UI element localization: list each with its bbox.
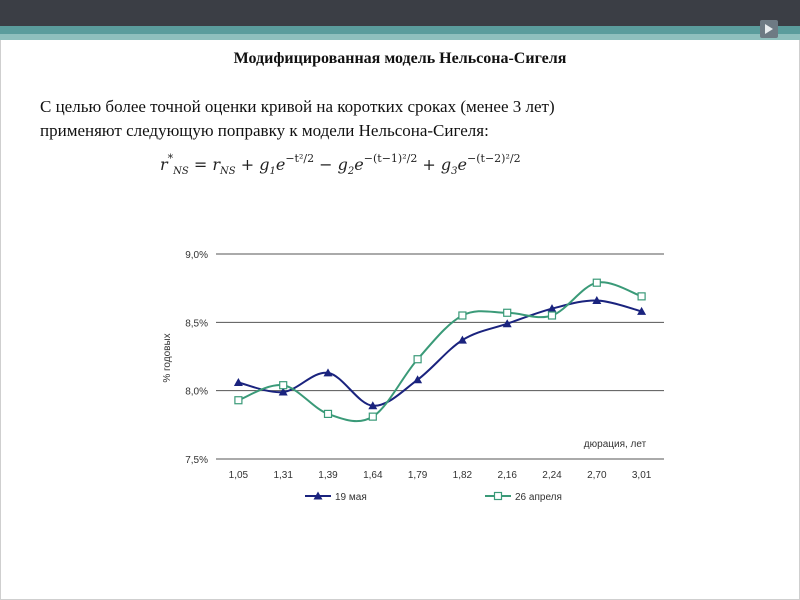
x-tick-label: 1,39	[318, 470, 338, 481]
formula-g3: g	[440, 155, 452, 174]
play-arrow-icon	[765, 24, 773, 34]
formula-r-sub: NS	[220, 166, 236, 177]
header-bar	[0, 0, 800, 26]
y-tick-layer: 9,0% 8,5% 8,0% 7,5%	[185, 250, 208, 466]
paragraph-line-2: применяют следующую поправку к модели Не…	[40, 121, 489, 140]
y-axis-label: % годовых	[162, 333, 173, 382]
formula-plus-1: +	[240, 155, 255, 174]
formula-e2: e	[354, 155, 364, 174]
legend-item-1: 26 апреля	[485, 491, 562, 503]
data-point	[279, 381, 288, 390]
data-point	[637, 306, 647, 315]
formula-e1: e	[275, 155, 286, 174]
series-1	[234, 278, 646, 423]
x-tick-label: 1,31	[273, 470, 293, 481]
data-point	[323, 368, 333, 377]
x-tick-label: 2,24	[542, 470, 562, 481]
data-point	[503, 308, 512, 317]
data-point	[458, 311, 467, 320]
formula-lhs-sup: *	[167, 152, 174, 165]
data-point	[457, 335, 467, 344]
data-point	[547, 311, 557, 320]
x-tick-label: 2,16	[497, 470, 517, 481]
data-point	[637, 292, 646, 301]
data-point	[368, 412, 377, 421]
x-tick-label: 1,64	[363, 470, 383, 481]
formula-lhs-sub: NS	[173, 166, 189, 177]
formula-lhs: r	[160, 155, 168, 174]
x-axis-label: дюрация, лет	[584, 439, 647, 450]
x-tick-label: 1,79	[408, 470, 428, 481]
x-tick-layer: 1,05 1,31 1,39 1,64 1,79 1,82 2,16 2,24 2,70 3,01	[229, 470, 652, 481]
formula-plus-2: +	[422, 155, 436, 174]
x-tick-label: 1,82	[453, 470, 473, 481]
formula-g2-sub: 2	[347, 166, 355, 177]
formula-e3: e	[457, 155, 468, 174]
series-layer	[233, 278, 647, 423]
data-point	[592, 295, 602, 304]
slide-title: Модифицированная модель Нельсона-Сигеля	[233, 50, 567, 67]
data-point	[502, 319, 512, 328]
legend-marker	[493, 491, 503, 501]
formula-e1-sup: −t²/2	[285, 152, 315, 165]
formula: r*NS = rNS + g1e−t²/2 − g2e−(t−1)²/2 + g…	[160, 152, 521, 177]
data-point	[413, 355, 422, 364]
paragraph-line-1: С целью более точной оценки кривой на ко…	[40, 97, 555, 116]
data-point	[368, 401, 378, 410]
formula-e3-sup: −(t−2)²/2	[467, 152, 521, 165]
legend: 19 мая 26 апреля	[305, 491, 562, 503]
series-line	[238, 299, 642, 407]
x-tick-label: 3,01	[632, 470, 652, 481]
series-0	[233, 295, 647, 410]
x-tick-label: 2,70	[587, 470, 607, 481]
y-tick-label: 7,5%	[185, 455, 208, 466]
legend-marker	[313, 491, 323, 500]
slide-paragraph: С целью более точной оценки кривой на ко…	[40, 95, 760, 143]
legend-label: 19 мая	[335, 492, 367, 503]
header-stripe-teal	[0, 26, 800, 34]
formula-g1: g	[259, 155, 270, 174]
data-point	[278, 387, 288, 396]
data-point	[234, 396, 243, 405]
data-point	[547, 304, 557, 313]
data-point	[413, 375, 423, 384]
formula-minus: −	[319, 155, 333, 174]
formula-e2-sup: −(t−1)²/2	[363, 152, 418, 165]
series-line	[238, 281, 642, 423]
data-point	[323, 409, 333, 418]
formula-g2: g	[337, 155, 348, 174]
header-stripe-light	[0, 34, 800, 40]
formula-g1-sub: 1	[269, 166, 276, 177]
x-tick-label: 1,05	[229, 470, 249, 481]
y-tick-label: 8,0%	[185, 387, 208, 398]
data-point	[233, 377, 243, 386]
legend-item-0: 19 мая	[305, 491, 367, 503]
y-tick-label: 9,0%	[185, 250, 208, 261]
formula-r: r	[212, 155, 221, 174]
data-point	[592, 278, 601, 287]
formula-eq: =	[193, 155, 208, 174]
legend-label: 26 апреля	[515, 492, 562, 503]
y-tick-label: 8,5%	[185, 318, 208, 329]
formula-g3-sub: 3	[451, 166, 458, 177]
